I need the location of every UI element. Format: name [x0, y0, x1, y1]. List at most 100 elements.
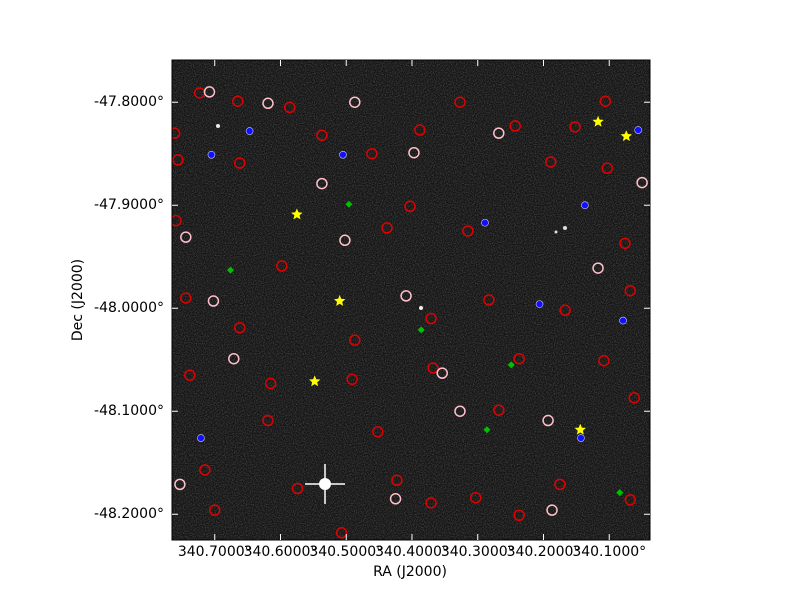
- source-circle: [233, 157, 246, 169]
- source-circle: [276, 260, 288, 272]
- x-tick-label: 340.3000°: [441, 544, 515, 560]
- source-circle: [509, 120, 521, 132]
- source-circle: [346, 373, 358, 386]
- source-circle: [554, 478, 566, 491]
- source-circle: [546, 504, 558, 516]
- source-circle: [207, 295, 220, 307]
- x-tick-label: 340.5000°: [309, 544, 383, 560]
- source-circle: [619, 237, 631, 250]
- source-dot: [619, 316, 627, 325]
- source-diamond: [227, 266, 235, 274]
- source-circle: [513, 509, 525, 522]
- source-circle: [493, 404, 505, 416]
- x-tick-label: 340.2000°: [507, 544, 581, 560]
- source-diamond: [483, 426, 491, 434]
- source-circle: [180, 292, 192, 304]
- x-axis-label: RA (J2000): [373, 564, 447, 580]
- source-circle: [172, 154, 184, 166]
- source-circle: [316, 177, 328, 190]
- source-star: [309, 375, 321, 387]
- source-circle: [349, 334, 361, 346]
- bright-star: [216, 124, 567, 504]
- source-dot: [207, 150, 216, 159]
- source-circle: [316, 129, 328, 141]
- source-circle: [436, 367, 448, 379]
- source-circle: [184, 369, 196, 381]
- source-circle: [470, 492, 482, 504]
- source-diamond: [507, 361, 515, 369]
- source-circle: [425, 312, 437, 325]
- x-tick-label: 340.4000°: [375, 544, 449, 560]
- source-circle: [592, 262, 604, 274]
- source-star: [291, 208, 303, 220]
- source-circle: [391, 474, 403, 487]
- source-dot: [339, 150, 347, 159]
- y-tick-label: -47.8000°: [94, 94, 164, 110]
- x-tick-label: 340.1000°: [572, 544, 646, 560]
- source-circle: [262, 414, 274, 427]
- source-circle: [624, 284, 637, 297]
- source-circle: [544, 156, 557, 168]
- source-circle: [228, 352, 240, 365]
- source-circle: [264, 377, 277, 390]
- source-circle: [339, 234, 351, 247]
- source-circle: [335, 527, 348, 539]
- source-circle: [372, 426, 384, 438]
- source-circle: [569, 121, 581, 133]
- source-circle: [199, 464, 211, 476]
- source-dot: [481, 218, 489, 227]
- source-star: [620, 130, 632, 142]
- source-circle: [349, 96, 361, 108]
- axes-frame: [171, 59, 651, 541]
- source-circle: [291, 482, 304, 495]
- source-diamond: [417, 326, 425, 334]
- y-axis-label: Dec (J2000): [70, 259, 86, 341]
- source-dot: [197, 434, 205, 442]
- source-dot: [581, 201, 589, 210]
- source-circle: [628, 392, 640, 404]
- source-circle: [425, 497, 437, 509]
- source-star: [592, 115, 604, 127]
- source-circle: [483, 294, 495, 306]
- y-tick-label: -48.2000°: [94, 506, 164, 522]
- source-circle: [233, 322, 246, 334]
- image-noise: [172, 60, 650, 540]
- source-circle: [454, 96, 466, 108]
- source-circle: [400, 290, 412, 302]
- source-dot: [577, 434, 585, 442]
- source-circle: [454, 405, 466, 417]
- source-circle: [389, 493, 402, 505]
- source-circle: [493, 127, 505, 139]
- markers: [172, 86, 648, 539]
- source-circle: [408, 146, 420, 159]
- source-star: [334, 295, 346, 306]
- source-star: [574, 423, 586, 435]
- y-tick-label: -48.0000°: [94, 300, 164, 316]
- source-circle: [624, 494, 637, 506]
- source-circle: [172, 214, 182, 227]
- source-circle: [462, 225, 474, 237]
- x-tick-label: 340.7000°: [178, 544, 252, 560]
- source-circle: [559, 304, 571, 317]
- source-circle: [414, 124, 426, 136]
- source-circle: [381, 222, 393, 234]
- source-diamond: [616, 489, 624, 497]
- source-circle: [599, 95, 612, 107]
- source-circle: [598, 355, 610, 367]
- source-dot: [634, 126, 642, 134]
- source-diamond: [345, 200, 353, 208]
- source-circle: [172, 127, 181, 139]
- source-circle: [636, 176, 648, 189]
- y-tick-label: -48.1000°: [94, 403, 164, 419]
- source-circle: [262, 97, 274, 110]
- y-tick-label: -47.9000°: [94, 197, 164, 213]
- x-tick-label: 340.6000°: [244, 544, 318, 560]
- source-circle: [283, 101, 296, 114]
- source-dot: [245, 127, 254, 135]
- source-circle: [513, 352, 525, 365]
- source-circle: [404, 200, 416, 213]
- source-circle: [366, 147, 378, 160]
- source-circle: [174, 478, 186, 491]
